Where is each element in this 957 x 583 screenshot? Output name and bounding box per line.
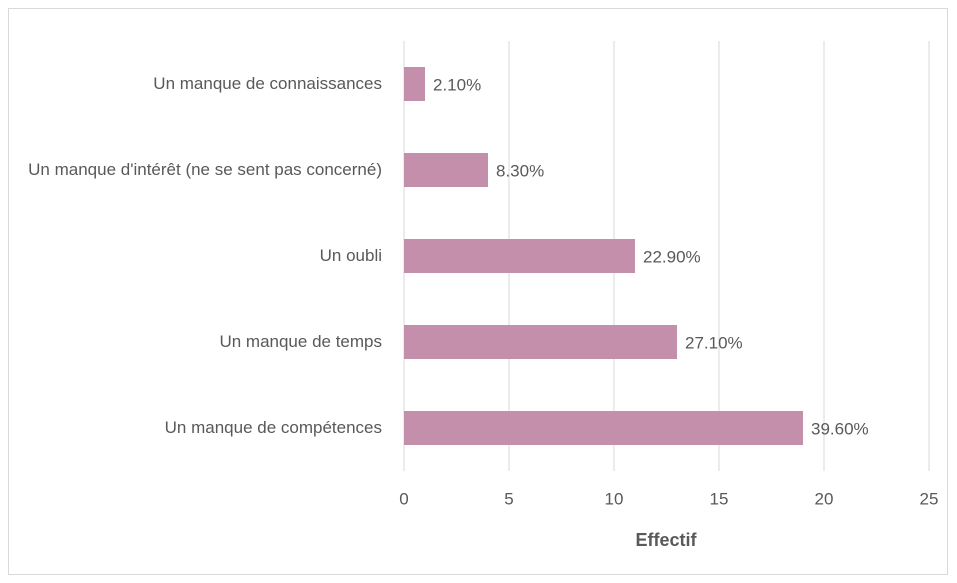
x-tick-label: 10 [605, 489, 624, 508]
bar [404, 239, 635, 273]
y-tick-label: Un manque de connaissances [153, 74, 382, 93]
x-tick-label: 25 [920, 489, 939, 508]
y-tick-label: Un manque de temps [219, 332, 382, 351]
x-tick-label: 0 [399, 489, 408, 508]
data-label: 27.10% [685, 333, 743, 352]
x-tick-label: 5 [504, 489, 513, 508]
bar [404, 325, 677, 359]
data-label: 39.60% [811, 419, 869, 438]
x-tick-label: 20 [815, 489, 834, 508]
bar [404, 411, 803, 445]
bar [404, 67, 425, 101]
data-label: 2.10% [433, 75, 481, 94]
y-tick-label: Un oubli [319, 246, 382, 265]
chart-frame [8, 8, 948, 575]
x-tick-label: 15 [710, 489, 729, 508]
bar [404, 153, 488, 187]
y-tick-label: Un manque de compétences [164, 418, 382, 437]
y-tick-label: Un manque d'intérêt (ne se sent pas conc… [28, 160, 382, 179]
x-axis-title: Effectif [635, 530, 697, 550]
data-label: 8.30% [496, 161, 544, 180]
data-label: 22.90% [643, 247, 701, 266]
